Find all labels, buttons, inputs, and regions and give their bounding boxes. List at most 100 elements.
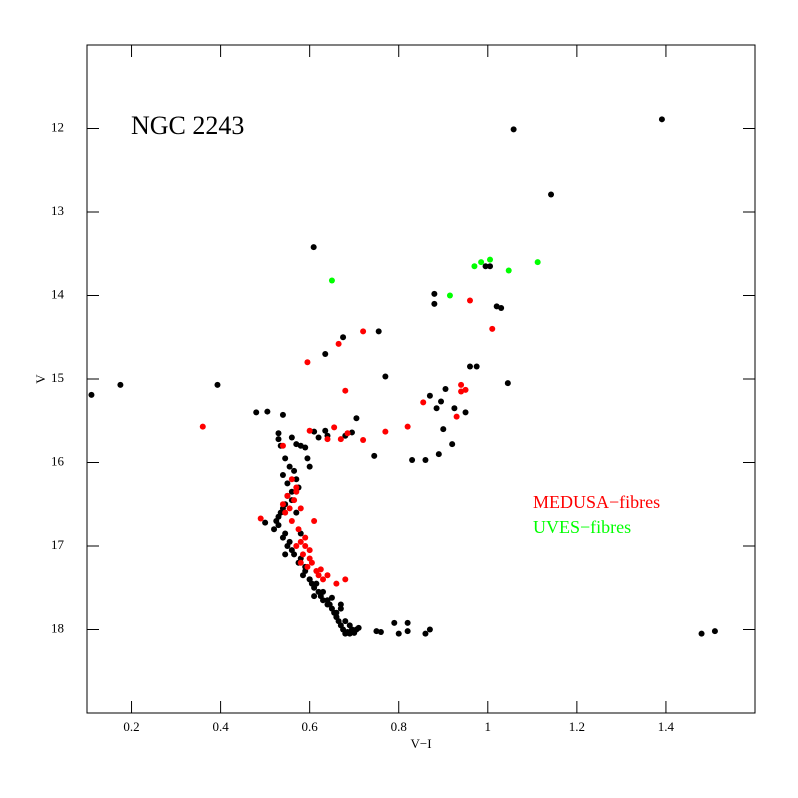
point [293, 476, 300, 483]
point [409, 456, 416, 463]
point [435, 451, 442, 458]
point [286, 463, 293, 470]
point [504, 380, 511, 387]
x-axis-label: V−I [410, 736, 431, 751]
point [284, 480, 291, 487]
point [324, 601, 331, 608]
point [462, 386, 469, 393]
point [302, 534, 309, 541]
y-tick-label: 15 [51, 370, 64, 385]
point [333, 609, 340, 616]
point [489, 325, 496, 332]
point [199, 423, 206, 430]
point [478, 259, 485, 266]
point [322, 350, 329, 357]
plot-frame [86, 44, 756, 714]
point [377, 629, 384, 636]
x-tick-label: 0.4 [212, 719, 229, 734]
y-tick-label: 14 [51, 286, 65, 301]
point [391, 619, 398, 626]
point [337, 605, 344, 612]
point [253, 409, 260, 416]
point [449, 441, 456, 448]
point [346, 622, 353, 629]
point [299, 572, 306, 579]
point [293, 488, 300, 495]
x-tick-label: 0.6 [302, 719, 319, 734]
point [375, 328, 382, 335]
chart-title: NGC 2243 [131, 111, 244, 140]
point [291, 497, 298, 504]
point [293, 543, 300, 549]
point [382, 373, 389, 380]
point [275, 430, 282, 437]
point [279, 472, 286, 479]
point [487, 256, 494, 263]
point [335, 340, 342, 347]
point [342, 576, 349, 583]
point [311, 593, 318, 600]
point [288, 434, 295, 441]
point [371, 452, 378, 459]
x-tick-label: 0.8 [391, 719, 407, 734]
point [342, 387, 349, 394]
point [353, 415, 360, 422]
y-tick-label: 13 [51, 203, 64, 218]
point [548, 191, 555, 198]
point [426, 392, 433, 399]
point [88, 391, 95, 398]
point [291, 551, 298, 558]
point [422, 630, 429, 637]
point [320, 597, 327, 604]
point [282, 455, 289, 462]
point [658, 116, 665, 123]
point [264, 408, 271, 415]
point [328, 277, 335, 284]
point [337, 601, 344, 608]
point [315, 572, 322, 579]
point [442, 386, 449, 393]
point [328, 594, 335, 601]
point [404, 619, 411, 626]
y-tick-label: 12 [51, 119, 64, 134]
point [293, 509, 300, 516]
point [288, 488, 295, 495]
point [438, 398, 445, 405]
y-tick-label: 16 [51, 453, 65, 468]
point [440, 426, 447, 433]
point [422, 456, 429, 463]
y-axis-label: V [33, 374, 48, 384]
point [299, 551, 306, 558]
point [340, 334, 347, 341]
point [275, 522, 282, 529]
point [498, 305, 505, 312]
point [426, 626, 433, 633]
point [279, 411, 286, 418]
point [293, 484, 300, 491]
point [333, 613, 340, 620]
point [324, 572, 331, 579]
point [282, 509, 289, 516]
point [711, 628, 718, 635]
point [462, 409, 469, 416]
point [473, 363, 480, 370]
point [458, 381, 465, 388]
point [304, 455, 311, 462]
point [311, 517, 318, 524]
point [306, 427, 313, 434]
point [433, 405, 440, 412]
point [286, 538, 293, 545]
y-tick-label: 18 [51, 620, 64, 635]
point [308, 559, 315, 566]
x-tick-label: 1 [485, 719, 492, 734]
x-tick-label: 0.2 [123, 719, 139, 734]
point [320, 576, 327, 583]
point [342, 618, 349, 625]
y-tick-label: 17 [51, 537, 65, 552]
point [214, 381, 221, 388]
point [505, 267, 512, 274]
point [302, 444, 309, 451]
point [420, 399, 427, 406]
point [306, 547, 313, 554]
